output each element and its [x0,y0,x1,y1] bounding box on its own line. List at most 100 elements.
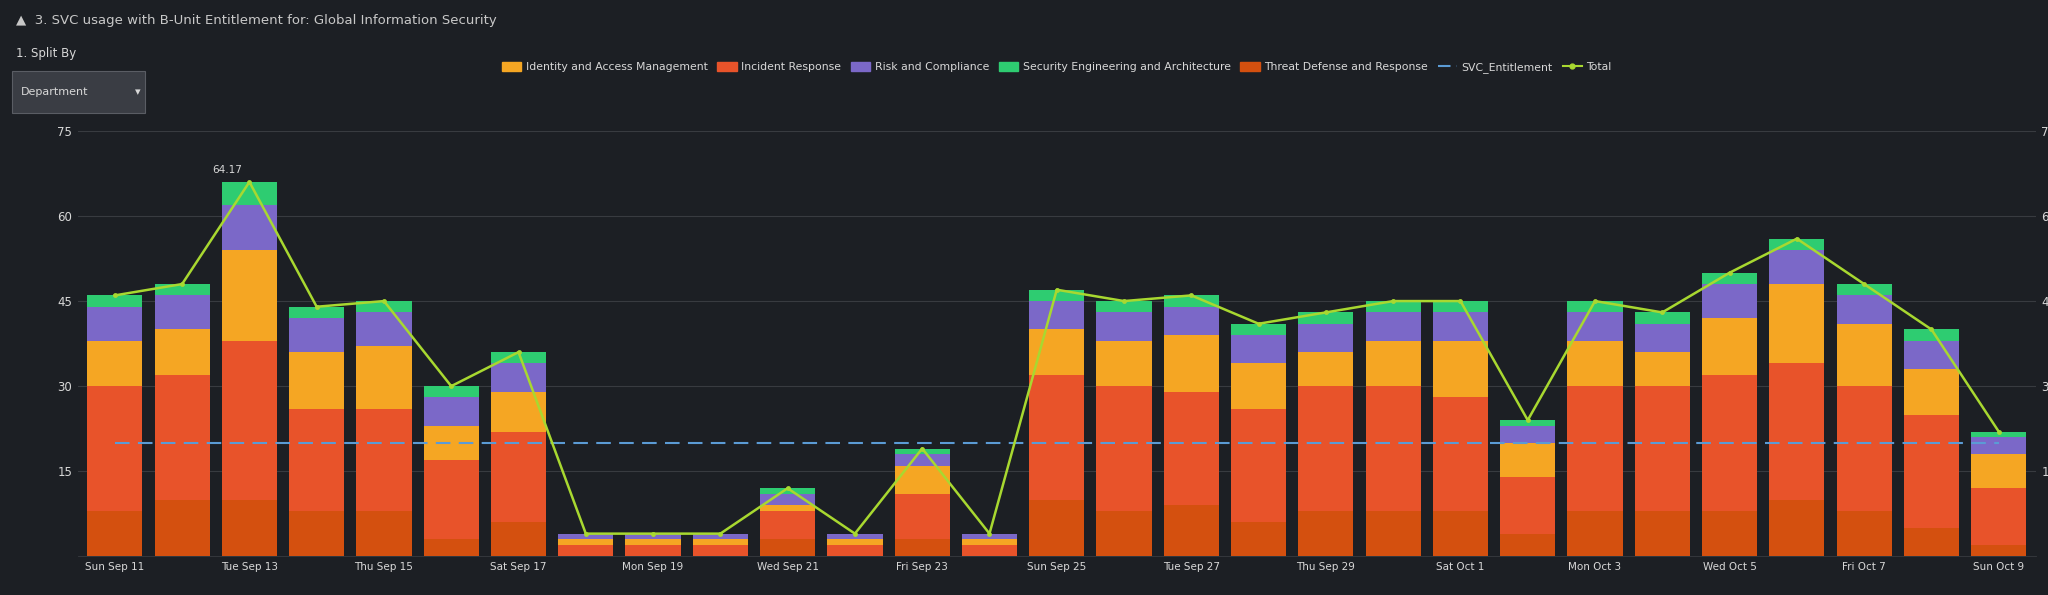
Bar [221,205,276,250]
Bar [1499,477,1554,534]
Bar [1231,522,1286,556]
Bar [88,295,143,307]
Bar [1163,335,1219,392]
Bar [1970,454,2025,488]
Bar [1030,500,1083,556]
Bar [1366,341,1421,386]
Bar [221,341,276,500]
Bar [289,409,344,511]
Bar [1905,369,1960,415]
Bar [154,375,209,500]
Text: ▲  3. SVC usage with B-Unit Entitlement for: Global Information Security: ▲ 3. SVC usage with B-Unit Entitlement f… [16,14,498,27]
Bar [88,386,143,511]
Bar [1837,386,1892,511]
Bar [1567,386,1622,511]
Bar [1163,295,1219,307]
Bar [1702,375,1757,511]
Bar [1837,511,1892,556]
Bar [356,301,412,312]
Bar [1905,341,1960,369]
Bar [895,449,950,454]
Bar [1298,352,1354,386]
Bar [492,392,547,431]
Bar [1163,307,1219,335]
Bar [1837,284,1892,295]
Bar [1905,330,1960,341]
Bar [1096,312,1151,341]
Bar [1366,312,1421,341]
Bar [760,494,815,505]
Bar [154,330,209,375]
Bar [1298,312,1354,324]
Bar [1231,335,1286,364]
Bar [289,352,344,409]
Bar [692,534,748,539]
Bar [1096,386,1151,511]
Bar [1837,324,1892,386]
Bar [895,465,950,494]
Bar [1970,488,2025,545]
Bar [424,539,479,556]
Bar [625,539,680,545]
Bar [1163,392,1219,505]
Bar [760,505,815,511]
Text: 64.17: 64.17 [213,165,242,176]
Bar [963,534,1018,539]
Legend: Identity and Access Management, Incident Response, Risk and Compliance, Security: Identity and Access Management, Incident… [502,62,1612,73]
Bar [289,318,344,352]
Bar [88,307,143,341]
Bar [1970,431,2025,437]
Bar [692,545,748,556]
FancyBboxPatch shape [12,71,145,112]
Bar [1970,545,2025,556]
Bar [1231,364,1286,409]
Bar [424,460,479,539]
Bar [424,426,479,460]
Bar [356,312,412,346]
Text: 1. Split By: 1. Split By [16,46,76,60]
Bar [760,488,815,494]
Bar [1769,364,1825,500]
Bar [1434,301,1489,312]
Bar [1634,386,1690,511]
Bar [1634,324,1690,352]
Bar [289,307,344,318]
Bar [1769,239,1825,250]
Bar [1499,443,1554,477]
Bar [895,539,950,556]
Bar [1634,511,1690,556]
Bar [1769,500,1825,556]
Bar [1231,409,1286,522]
Bar [895,454,950,465]
Bar [1567,301,1622,312]
Bar [154,500,209,556]
Bar [1298,324,1354,352]
Bar [289,511,344,556]
Bar [1434,312,1489,341]
Bar [1030,290,1083,301]
Bar [1905,415,1960,528]
Bar [625,534,680,539]
Bar [1634,352,1690,386]
Bar [1096,511,1151,556]
Bar [154,284,209,295]
Bar [492,364,547,392]
Bar [1837,295,1892,324]
Bar [1702,273,1757,284]
Bar [1905,528,1960,556]
Bar [1769,284,1825,364]
Bar [827,534,883,539]
Bar [1769,250,1825,284]
Bar [1366,301,1421,312]
Bar [1499,426,1554,443]
Bar [1702,318,1757,375]
Bar [1030,301,1083,330]
Bar [1499,420,1554,426]
Bar [1434,341,1489,397]
Text: Department: Department [20,87,88,97]
Bar [827,545,883,556]
Bar [356,409,412,511]
Bar [895,494,950,539]
Bar [1434,511,1489,556]
Bar [221,182,276,205]
